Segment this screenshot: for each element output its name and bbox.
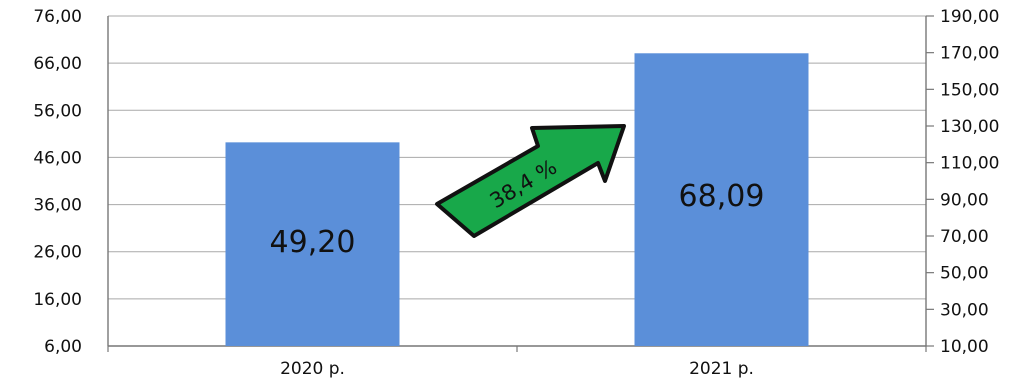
secondary-y-tick-label: 110,00 xyxy=(940,154,999,174)
secondary-y-tick-label: 190,00 xyxy=(940,7,999,27)
secondary-y-tick-label: 90,00 xyxy=(940,190,989,210)
y-tick-label: 46,00 xyxy=(33,148,82,168)
bar-value-label: 68,09 xyxy=(679,179,765,214)
secondary-y-tick-label: 50,00 xyxy=(940,264,989,284)
bar-2021 xyxy=(634,53,809,346)
growth-arrow xyxy=(435,124,626,238)
secondary-y-tick-label: 10,00 xyxy=(940,337,989,357)
y-tick-label: 36,00 xyxy=(33,196,82,216)
bar-value-label: 49,20 xyxy=(270,225,356,260)
secondary-y-tick-label: 30,00 xyxy=(940,300,989,320)
secondary-y-tick-label: 150,00 xyxy=(940,80,999,100)
secondary-y-tick-label: 70,00 xyxy=(940,227,989,247)
y-tick-label: 26,00 xyxy=(33,243,82,263)
x-category-label: 2020 р. xyxy=(280,359,345,378)
secondary-y-tick-label: 130,00 xyxy=(940,117,999,137)
y-tick-label: 56,00 xyxy=(33,101,82,121)
bar-2020 xyxy=(225,142,400,346)
x-category-label: 2021 р. xyxy=(689,359,754,378)
y-tick-label: 76,00 xyxy=(33,7,82,27)
y-tick-label: 66,00 xyxy=(33,54,82,74)
y-tick-label: 16,00 xyxy=(33,290,82,310)
y-tick-label: 6,00 xyxy=(44,337,82,357)
secondary-y-tick-label: 170,00 xyxy=(940,44,999,64)
